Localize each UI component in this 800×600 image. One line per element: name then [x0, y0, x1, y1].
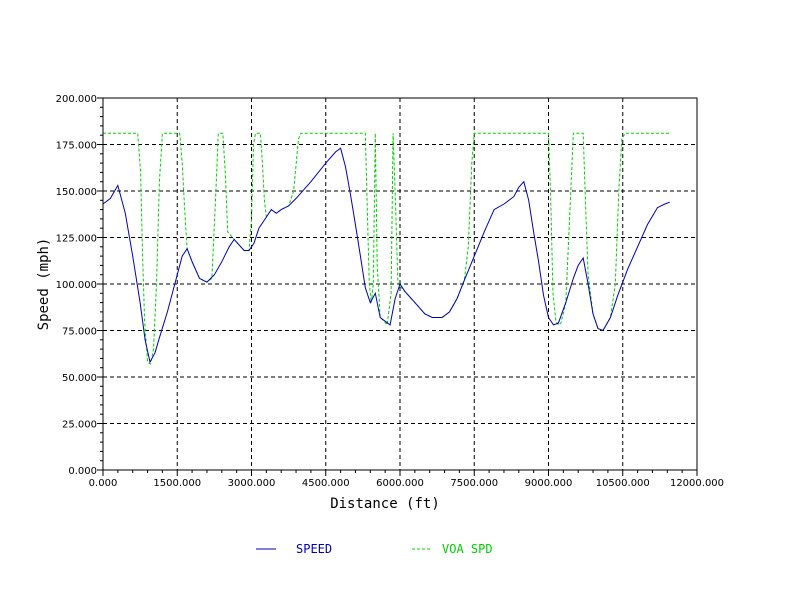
x-tick-label: 12000.000: [670, 478, 724, 489]
y-tick-label: 25.000: [62, 420, 97, 431]
legend: SPEED VOA SPD: [256, 542, 493, 556]
x-tick-label: 0.000: [89, 478, 118, 489]
x-tick-label: 4500.000: [302, 478, 350, 489]
y-tick-label: 125.000: [56, 234, 97, 245]
y-axis-title: Speed (mph): [36, 238, 52, 331]
x-tick-label: 10500.000: [596, 478, 650, 489]
x-axis-title: Distance (ft): [330, 496, 440, 512]
y-tick-label: 100.000: [56, 280, 97, 291]
y-tick-label: 75.000: [62, 327, 97, 338]
x-tick-label: 3000.000: [228, 478, 276, 489]
tick-labels: 0.000 1500.000 3000.000 4500.000 6000.000 750…: [56, 94, 724, 489]
legend-label: VOA SPD: [442, 542, 493, 556]
x-tick-label: 1500.000: [153, 478, 201, 489]
series-line-voa-spd: [103, 132, 670, 365]
y-tick-label: 150.000: [56, 187, 97, 198]
x-tick-label: 7500.000: [450, 478, 498, 489]
x-tick-label: 6000.000: [376, 478, 424, 489]
x-tick-label: 9000.000: [525, 478, 573, 489]
y-tick-label: 175.000: [56, 141, 97, 152]
y-tick-label: 0.000: [68, 466, 97, 477]
series-layer: [102, 132, 670, 365]
y-tick-label: 50.000: [62, 373, 97, 384]
y-tick-label: 200.000: [56, 94, 97, 105]
legend-label: SPEED: [296, 542, 332, 556]
series-line-speed: [102, 147, 670, 364]
axis-ticks: [97, 97, 698, 476]
